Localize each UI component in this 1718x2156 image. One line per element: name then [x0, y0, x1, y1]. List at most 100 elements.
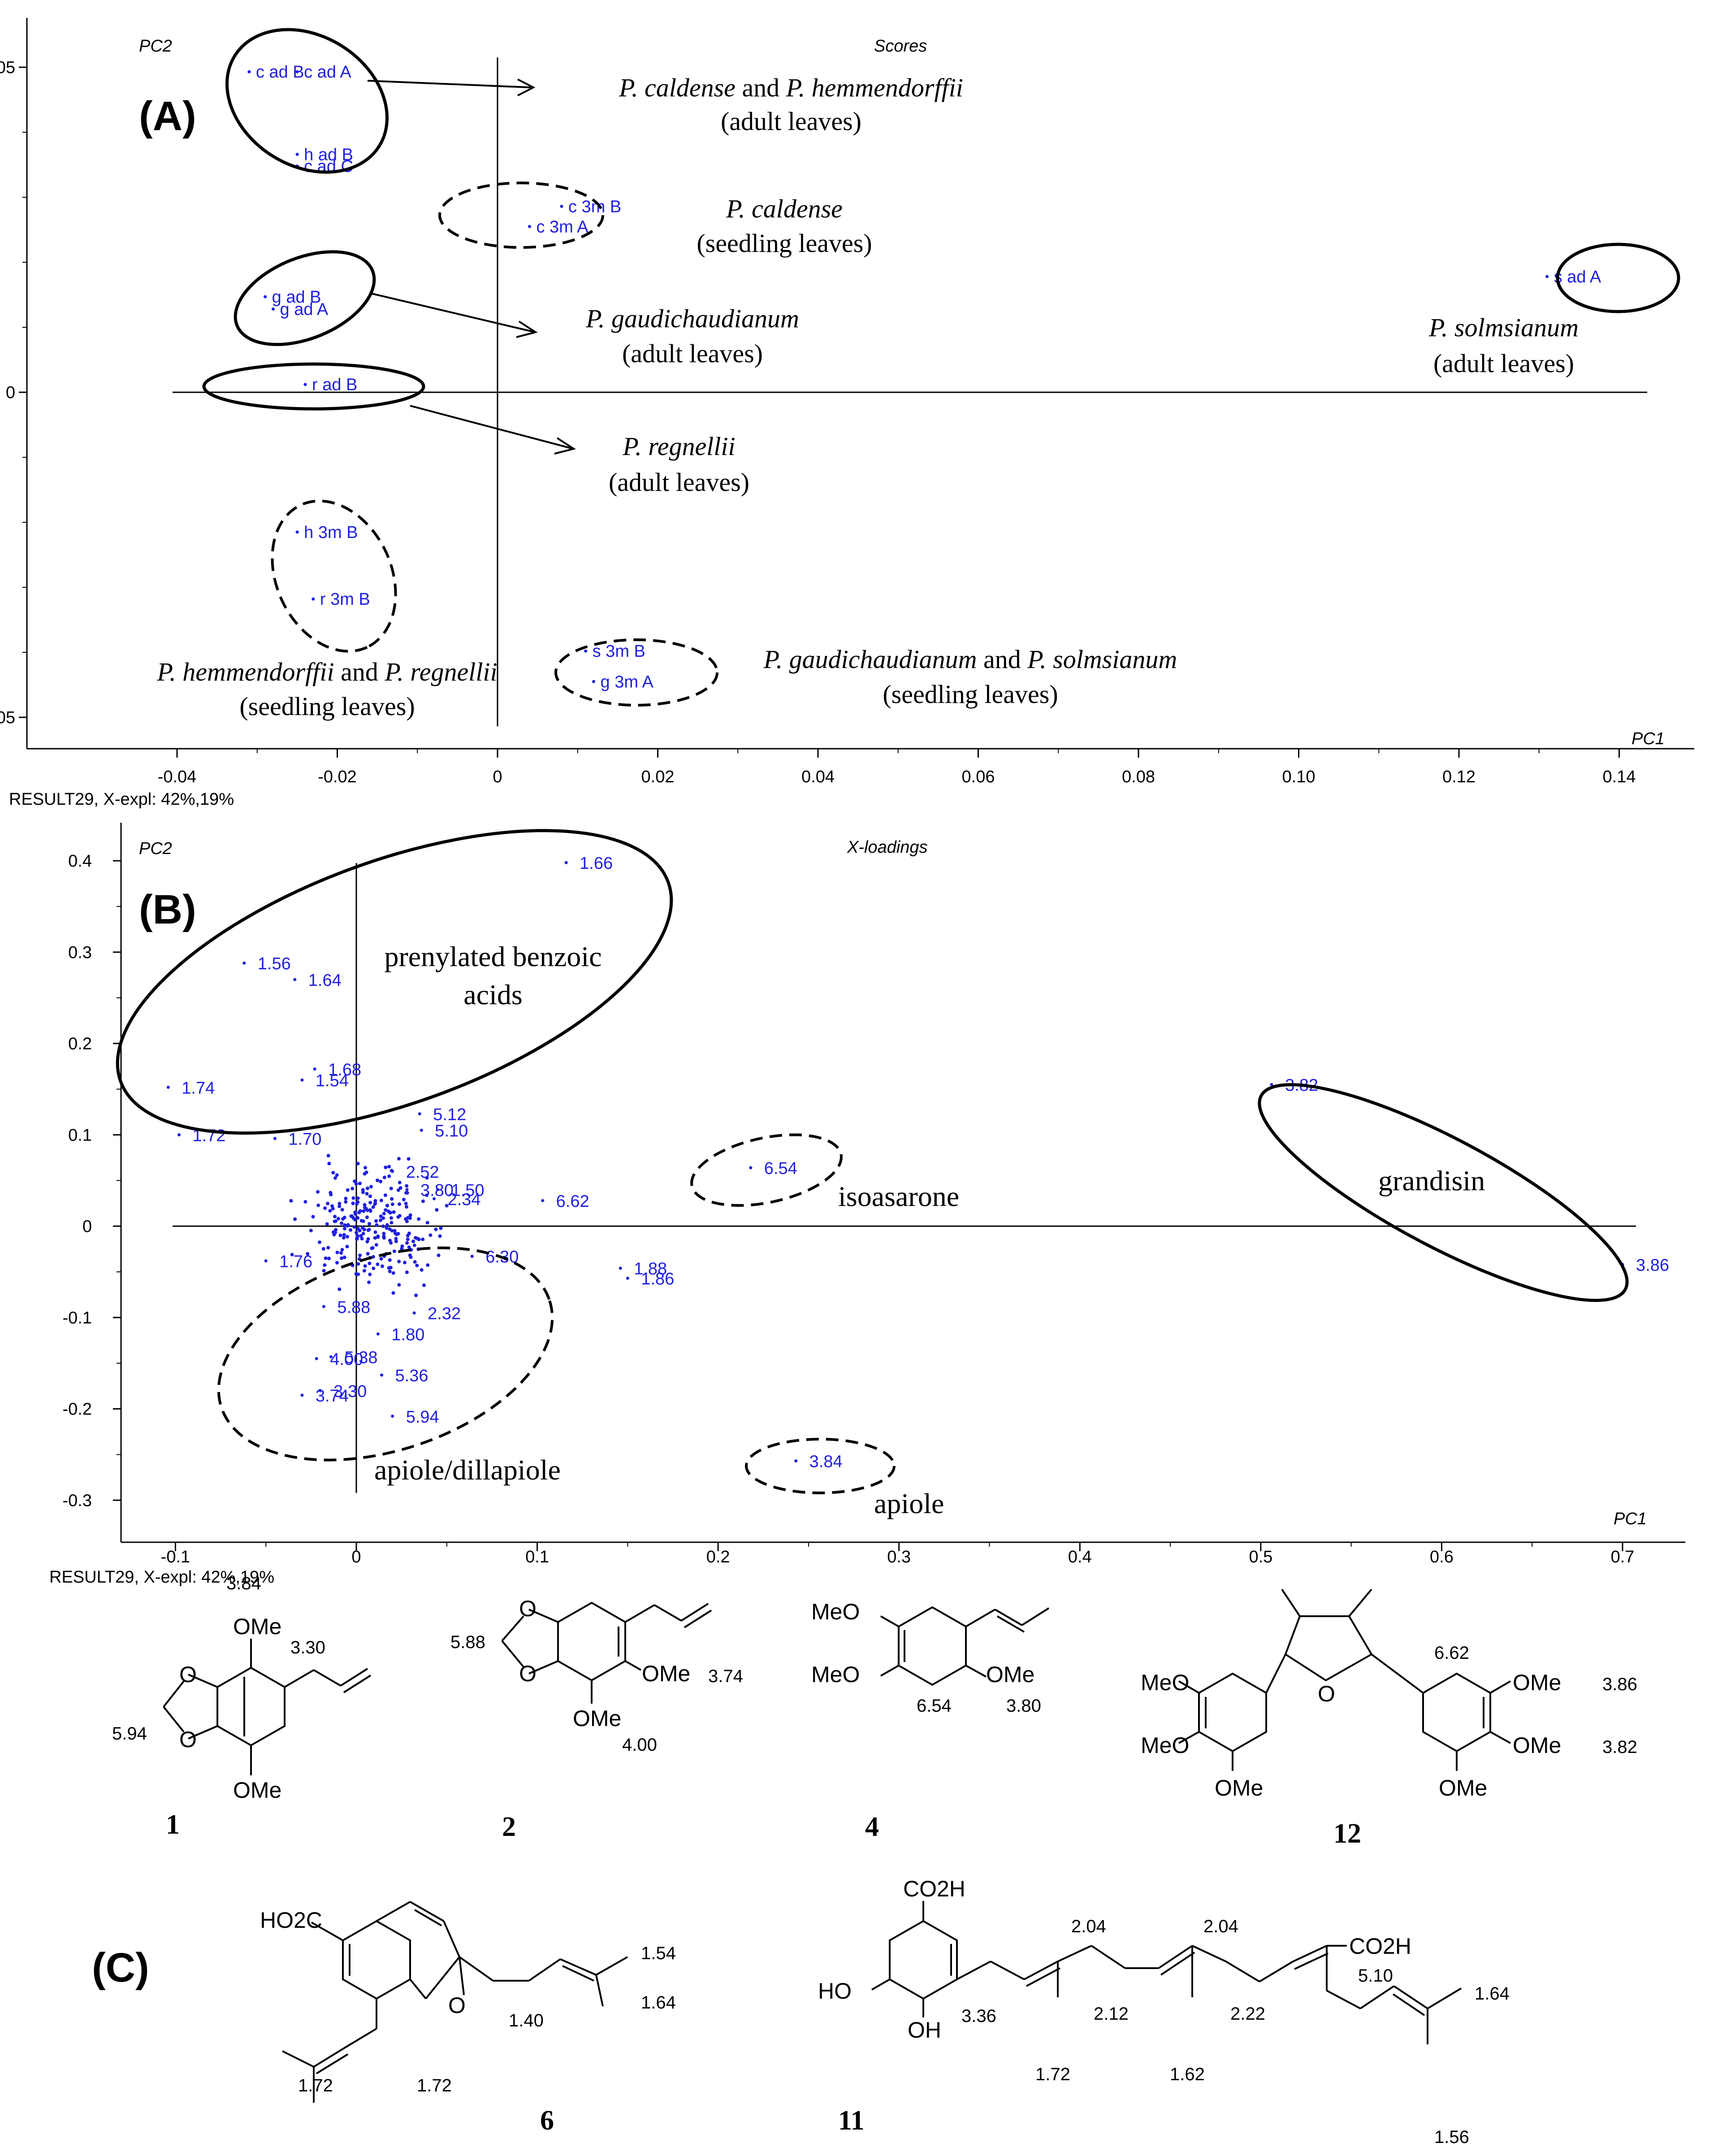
annotation-isoasarone: isoasarone [838, 1180, 959, 1212]
score-point [312, 597, 315, 601]
panel-a-x-tick-label: -0.04 [158, 768, 197, 786]
loading-point [355, 1231, 359, 1235]
loading-point [344, 1197, 348, 1201]
panel-b-x-tick-label: 0.2 [706, 1548, 730, 1566]
panel-a-y-tick-label: 0.05 [0, 58, 15, 77]
loading-point [264, 1259, 268, 1262]
loading-point-label: 3.80 [420, 1181, 454, 1200]
score-point [272, 307, 275, 311]
loading-point [369, 1184, 373, 1189]
compound-12-shift: 3.82 [1602, 1737, 1637, 1757]
loading-point [376, 1262, 380, 1267]
annotation-line: (adult leaves) [622, 339, 763, 368]
loading-point [400, 1247, 404, 1251]
loading-point [355, 1237, 359, 1241]
panel-b-y-tick-label: 0.2 [68, 1035, 92, 1054]
compound-4-shift: 3.80 [1006, 1696, 1041, 1716]
compound-11-group: CO2H [903, 1876, 965, 1901]
compound-6-shift: 1.40 [509, 2011, 544, 2030]
loading-point-label: 3.84 [809, 1453, 843, 1471]
panel-a-x-tick-label: 0.02 [641, 768, 675, 786]
loading-point [434, 1228, 438, 1232]
loading-point [354, 1212, 358, 1216]
loading-point [309, 1228, 313, 1232]
loading-point-label: 1.86 [641, 1270, 674, 1288]
compound-11-number: 11 [838, 2105, 865, 2136]
loading-point [366, 1252, 370, 1256]
loading-point [414, 1236, 418, 1240]
loading-point [382, 1211, 386, 1215]
loading-point [374, 1219, 378, 1223]
compound-1-ring-oxygen: O [179, 1662, 197, 1687]
compound-1-number: 1 [166, 1809, 180, 1840]
loading-point [411, 1239, 415, 1243]
loading-point [397, 1259, 401, 1263]
loading-point [322, 1305, 325, 1308]
panel-a-x-tick-label: 0.12 [1442, 768, 1476, 786]
compound-11-shift: 3.36 [961, 2006, 996, 2026]
panel-b-label: (B) [139, 887, 196, 933]
loading-point [420, 1268, 424, 1272]
loading-point [368, 1208, 372, 1212]
loading-point [619, 1267, 622, 1270]
panel-b-y-tick-label: 0.3 [68, 943, 92, 962]
loading-point [375, 1223, 379, 1227]
loading-point-label: 5.88 [337, 1298, 370, 1317]
loading-point [391, 1170, 394, 1173]
score-point-label: c ad A [304, 63, 351, 82]
compound-12-group: MeO [1141, 1670, 1189, 1695]
loading-point [470, 1254, 474, 1258]
loading-point [397, 1283, 401, 1287]
compound-2-group: OMe [642, 1661, 690, 1686]
loading-point [333, 1176, 338, 1180]
panel-b-y-tick-label: 0 [82, 1217, 92, 1236]
loading-point [388, 1258, 392, 1262]
compound-11-shift: 1.72 [1035, 2065, 1070, 2084]
loading-point [351, 1196, 355, 1200]
loading-point [361, 1190, 365, 1194]
score-point [295, 152, 299, 156]
score-point-label: h ad B [304, 145, 353, 164]
loading-point [356, 1216, 360, 1220]
loading-point [336, 1217, 340, 1221]
compound-12-group: OMe [1513, 1733, 1561, 1758]
loading-point [389, 1241, 393, 1245]
loading-point [364, 1206, 368, 1210]
loading-point [177, 1133, 181, 1137]
panel-b-x-tick-label: 0.6 [1430, 1548, 1454, 1566]
compound-11-shift: 1.56 [1434, 2127, 1469, 2147]
score-point [295, 70, 299, 74]
loading-point [331, 1230, 335, 1234]
loading-point [362, 1209, 366, 1213]
panel-b-x-tick-label: 0 [351, 1548, 361, 1566]
loading-point [425, 1193, 429, 1197]
loading-point [380, 1373, 383, 1377]
compound-4-shift: 6.54 [917, 1696, 952, 1716]
panel-b-y-axis-label: PC2 [139, 839, 172, 858]
loading-point [425, 1221, 429, 1225]
loading-point [340, 1256, 344, 1260]
panel-b-footer: RESULT29, X-expl: 42%,19% [49, 1568, 274, 1587]
loading-point [329, 1355, 333, 1358]
loading-point [335, 1250, 339, 1254]
loading-point [368, 1261, 372, 1265]
group-outline-gaudichaudianum-adult [234, 250, 376, 346]
annotation-line: (adult leaves) [1433, 349, 1574, 378]
loading-point-label: 1.70 [288, 1130, 321, 1149]
compound-1-ring-oxygen: O [179, 1727, 197, 1752]
loading-point-label: 3.30 [333, 1382, 367, 1401]
loading-point [391, 1291, 395, 1295]
panel-b-y-tick-label: 0.4 [68, 852, 92, 871]
loading-point [311, 1215, 315, 1219]
group-outline-gaudichaudianum-solmsianum-seedling [554, 638, 718, 707]
loading-point-label: 1.88 [634, 1260, 667, 1279]
loading-point [342, 1215, 346, 1219]
compound-6-shift: 1.72 [298, 2076, 333, 2095]
annotation-line: (adult leaves) [721, 107, 861, 136]
loading-point [327, 1162, 331, 1166]
panel-a-x-tick-label: -0.02 [318, 768, 357, 786]
loading-point [360, 1236, 364, 1241]
loading-point [317, 1240, 321, 1244]
loading-point [438, 1234, 442, 1238]
compound-1-group: OMe [233, 1778, 281, 1803]
